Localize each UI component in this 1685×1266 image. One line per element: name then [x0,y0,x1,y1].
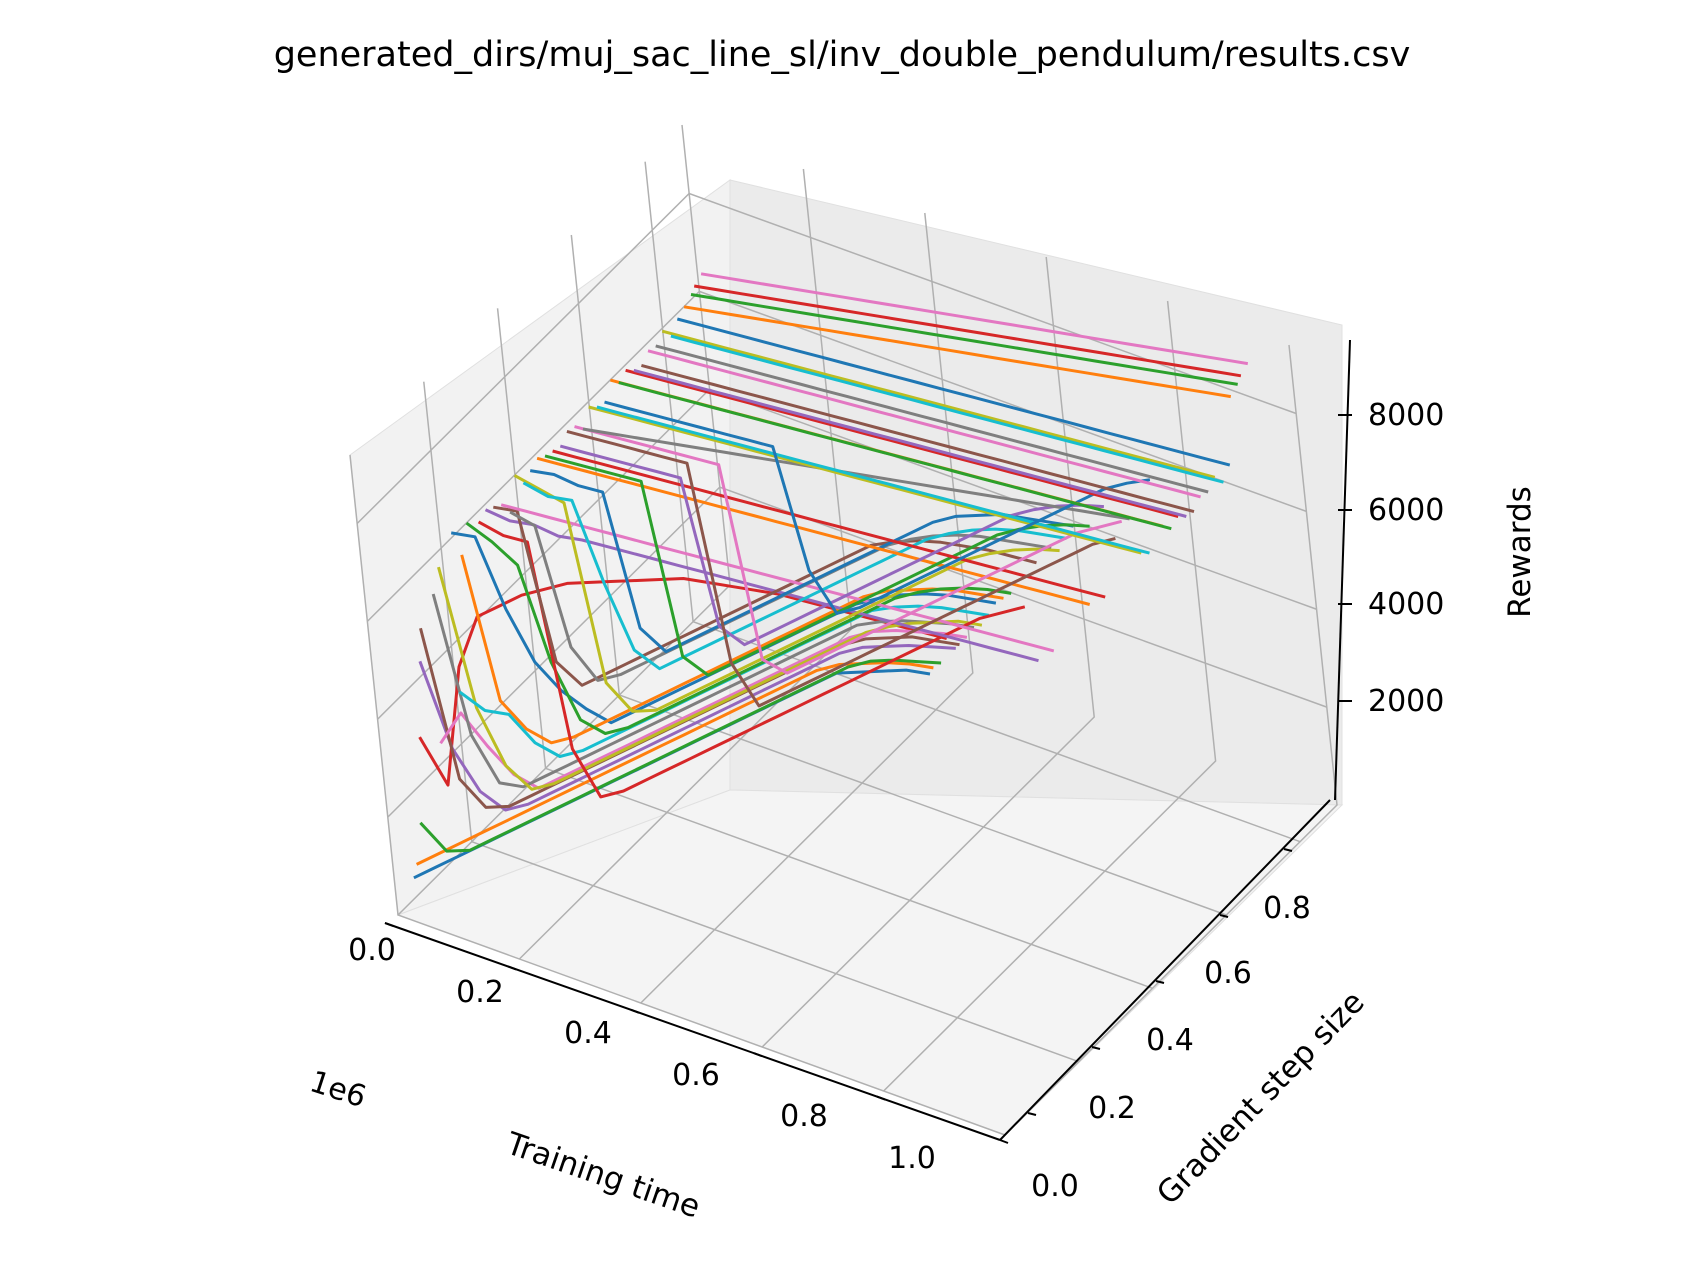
y-tick-label: 0.0 [1031,1169,1079,1204]
series-line-44 [693,284,1242,378]
y-tick-mark [1091,1046,1101,1050]
x-tick-mark [999,1139,1009,1144]
series-line-9 [437,566,983,791]
x-tick-label: 0.8 [780,1099,828,1134]
series-line-22 [536,456,1091,606]
series-line-15 [484,508,1039,663]
series-line-16 [493,505,1037,687]
series-line-27 [574,425,1123,675]
series-line-29 [588,405,1142,555]
y-axis-line [999,799,1331,1141]
series-line-40 [670,334,1224,484]
grid-line-z [387,486,1328,818]
x-tick-label: 0.2 [456,975,504,1010]
y-tick-label: 0.4 [1146,1023,1194,1058]
series-line-24 [552,449,1106,599]
grid-line-x [1004,344,1338,1136]
series-line-25 [559,444,1104,647]
x-tick-label: 1.0 [888,1141,936,1176]
series-line-33 [618,381,1172,531]
series-line-28 [582,427,1130,521]
series-line-5 [418,644,956,812]
series-line-14 [477,520,1026,799]
x-tick-mark [753,1052,763,1058]
series-line-41 [676,317,1231,467]
series-line-13 [465,521,1012,735]
series-line-26 [566,429,1116,708]
y-tick-label: 0.6 [1204,956,1252,991]
series-line-38 [655,344,1209,494]
x-axis-label: Training time [501,1125,705,1225]
y-tick-mark [1027,1112,1037,1116]
series-line-36 [641,363,1195,514]
x-tick-label: 0.6 [672,1058,720,1093]
series-line-21 [529,469,1074,654]
series-line-45 [700,272,1249,366]
grid-line-y [349,454,1006,1136]
series-line-43 [690,293,1238,386]
z-tick-label: 8000 [1368,398,1444,433]
y-tick-mark [1155,980,1165,984]
x-axis-line [384,922,1001,1141]
grid-line-y [423,381,1080,1063]
y-axis-label: Gradient step size [1150,984,1372,1212]
z-axis-label: Rewards [1502,486,1538,618]
series-line-23 [544,454,1090,677]
x-tick-label: 0.4 [564,1016,612,1051]
x-offset-text: 1e6 [306,1064,371,1115]
z-axis-line [1334,339,1351,801]
z-tick-label: 6000 [1368,493,1444,528]
axes-lines [384,339,1351,1141]
grid-line-x [640,212,974,1004]
x-tick-mark [384,922,394,927]
grid-line-y [644,161,1301,843]
z-tick-label: 2000 [1368,684,1444,719]
x-tick-mark [507,965,517,971]
x-tick-mark [876,1095,886,1101]
series-line-39 [661,329,1216,479]
x-tick-mark [630,1008,640,1014]
y-tick-label: 0.2 [1088,1091,1136,1126]
y-tick-mark [1283,848,1293,852]
grid-line-z [366,290,1307,622]
grid-line-x [761,256,1095,1048]
series-line-8 [431,593,975,789]
grid-line-y [496,308,1153,990]
series-line-3 [419,658,942,853]
series-line-17 [500,503,1055,653]
series-line-37 [647,349,1201,499]
series-layer [413,272,1249,880]
series-line-34 [625,368,1179,518]
grid-line-z [356,192,1297,525]
x-tick-label: 0.0 [348,933,396,968]
series-line-35 [633,368,1187,518]
series-line-20 [522,481,1067,671]
series-line-31 [604,400,1151,615]
tick-group: 0.0 0.2 0.4 0.6 0.8 1.0 0.0 0.2 0.4 0.6 0.8 2000 400… [348,398,1444,1204]
chart-title: generated_dirs/muj_sac_line_sl/inv_doubl… [274,35,1411,75]
series-line-42 [683,305,1232,399]
y-tick-mark [1219,914,1229,918]
y-tick-label: 0.8 [1263,891,1311,926]
series-line-30 [596,405,1150,555]
series-line-19 [513,474,1060,713]
z-tick-label: 4000 [1368,587,1444,622]
